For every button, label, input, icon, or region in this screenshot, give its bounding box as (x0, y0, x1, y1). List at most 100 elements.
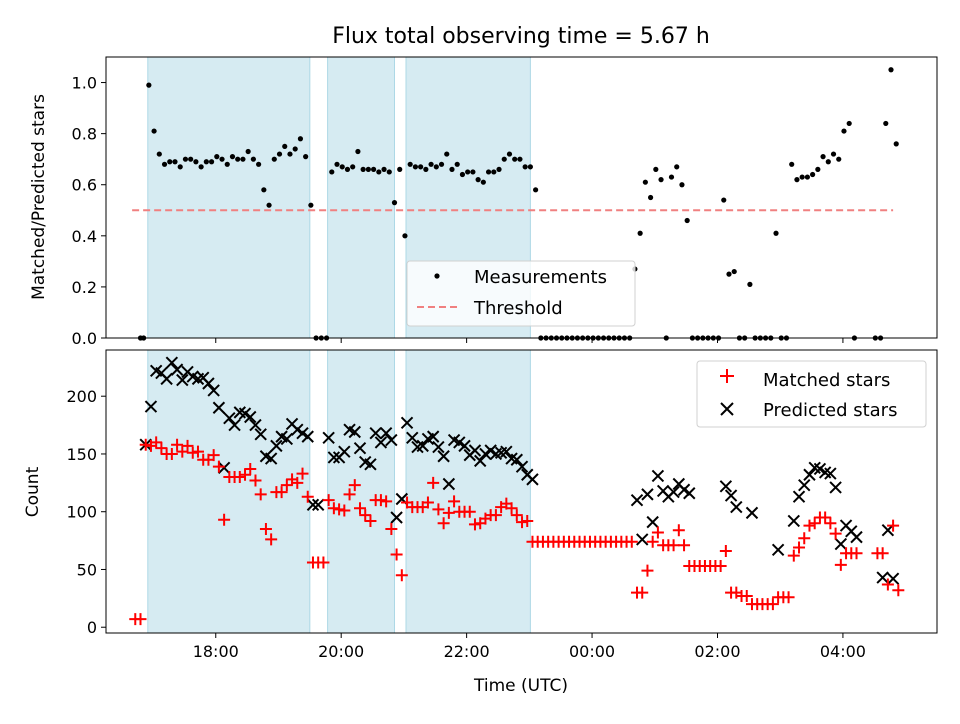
matched-star-marker (333, 503, 346, 516)
matched-star-marker (740, 590, 753, 603)
measurement-point (282, 143, 288, 150)
measurement-point (846, 120, 852, 127)
measurement-point (501, 156, 507, 162)
measurement-point (444, 151, 450, 157)
measurement-point (836, 156, 842, 162)
y-tick-label: 150 (66, 445, 97, 464)
measurement-point (485, 169, 492, 175)
y-tick-label: 0.6 (72, 176, 97, 195)
measurement-point (376, 169, 382, 175)
predicted-star-marker (353, 441, 367, 455)
matched-star-marker (672, 524, 685, 537)
predicted-star-marker (850, 530, 863, 544)
predicted-star-marker (338, 445, 351, 458)
matched-star-marker (505, 502, 518, 515)
measurement-point (658, 177, 664, 183)
measurement-point (334, 161, 340, 167)
measurement-point (475, 177, 481, 183)
matched-star-marker (798, 532, 811, 545)
x-tick-label: 00:00 (569, 642, 615, 661)
x-tick-label: 22:00 (444, 642, 490, 661)
predicted-star-marker (301, 430, 314, 443)
measurement-point (517, 156, 523, 162)
predicted-star-marker (369, 426, 382, 440)
measurement-point (799, 174, 805, 180)
measurement-point (423, 166, 429, 172)
predicted-star-marker (468, 444, 482, 457)
measurement-point (637, 230, 643, 236)
measurement-point (418, 164, 424, 170)
measurement-point (438, 161, 445, 167)
predicted-star-marker (630, 493, 644, 507)
measurement-point (256, 161, 262, 167)
measurement-point (355, 148, 361, 155)
measurement-point (167, 159, 173, 165)
predicted-star-marker (526, 473, 539, 486)
predicted-star-marker (683, 487, 696, 500)
matched-star-marker (181, 439, 194, 452)
top-y-axis-label: Matched/Predicted stars (29, 94, 49, 300)
measurement-point (224, 161, 230, 167)
matched-star-marker (719, 544, 732, 557)
matched-star-marker (489, 509, 502, 522)
matched-star-marker (134, 613, 147, 626)
matched-star-marker (191, 445, 204, 458)
matched-star-marker (808, 517, 821, 530)
measurement-point (203, 159, 209, 165)
predicted-star-marker (385, 433, 398, 447)
matched-star-marker (385, 523, 398, 536)
predicted-star-marker (254, 428, 267, 441)
matched-star-marker (421, 496, 434, 509)
measurement-point (412, 164, 419, 170)
matched-star-marker (510, 509, 523, 522)
matched-star-marker (176, 445, 189, 458)
measurement-point (794, 177, 800, 183)
predicted-star-marker (787, 514, 801, 528)
measurement-point (214, 154, 220, 160)
bottom-axes-frame (105, 349, 938, 634)
measurement-point (449, 166, 455, 172)
matched-star-marker (150, 436, 163, 449)
predicted-star-marker (306, 498, 320, 511)
measurement-point (747, 281, 753, 287)
measurement-point (350, 164, 356, 170)
predicted-star-marker (651, 469, 665, 483)
measurement-point (653, 166, 659, 172)
shaded-interval (327, 56, 395, 339)
measurement-point (177, 164, 183, 170)
measurement-point (329, 169, 335, 175)
measurement-point (245, 148, 251, 155)
measurement-point (810, 171, 816, 178)
predicted-star-marker (160, 372, 173, 386)
matched-star-marker (468, 518, 481, 531)
matched-star-marker (448, 495, 461, 508)
measurement-point (151, 128, 157, 134)
matched-star-marker (155, 442, 168, 455)
matched-star-marker (819, 511, 832, 524)
predicted-star-marker (432, 440, 445, 454)
predicted-star-marker (400, 416, 414, 429)
predicted-star-marker (886, 572, 900, 585)
measurement-point (297, 136, 304, 142)
measurement-point (841, 128, 847, 134)
matched-star-marker (427, 476, 440, 489)
measurement-point (146, 82, 152, 88)
predicted-star-marker (249, 418, 262, 432)
measurement-point (804, 174, 810, 180)
predicted-star-marker (348, 425, 361, 439)
measurement-point (789, 161, 795, 167)
measurement-point (522, 164, 528, 170)
matched-star-marker (646, 535, 659, 548)
measurement-point (188, 156, 194, 162)
matched-star-marker (667, 539, 680, 552)
predicted-star-marker (724, 489, 738, 502)
predicted-star-marker (170, 363, 184, 376)
matched-star-marker (516, 516, 529, 529)
matched-star-marker (139, 438, 152, 451)
matched-star-marker (521, 514, 534, 527)
matched-star-marker (165, 447, 178, 460)
matched-star-marker (678, 539, 691, 552)
measurement-point (407, 161, 413, 167)
predicted-star-marker (426, 430, 440, 443)
matched-star-marker (824, 517, 837, 530)
